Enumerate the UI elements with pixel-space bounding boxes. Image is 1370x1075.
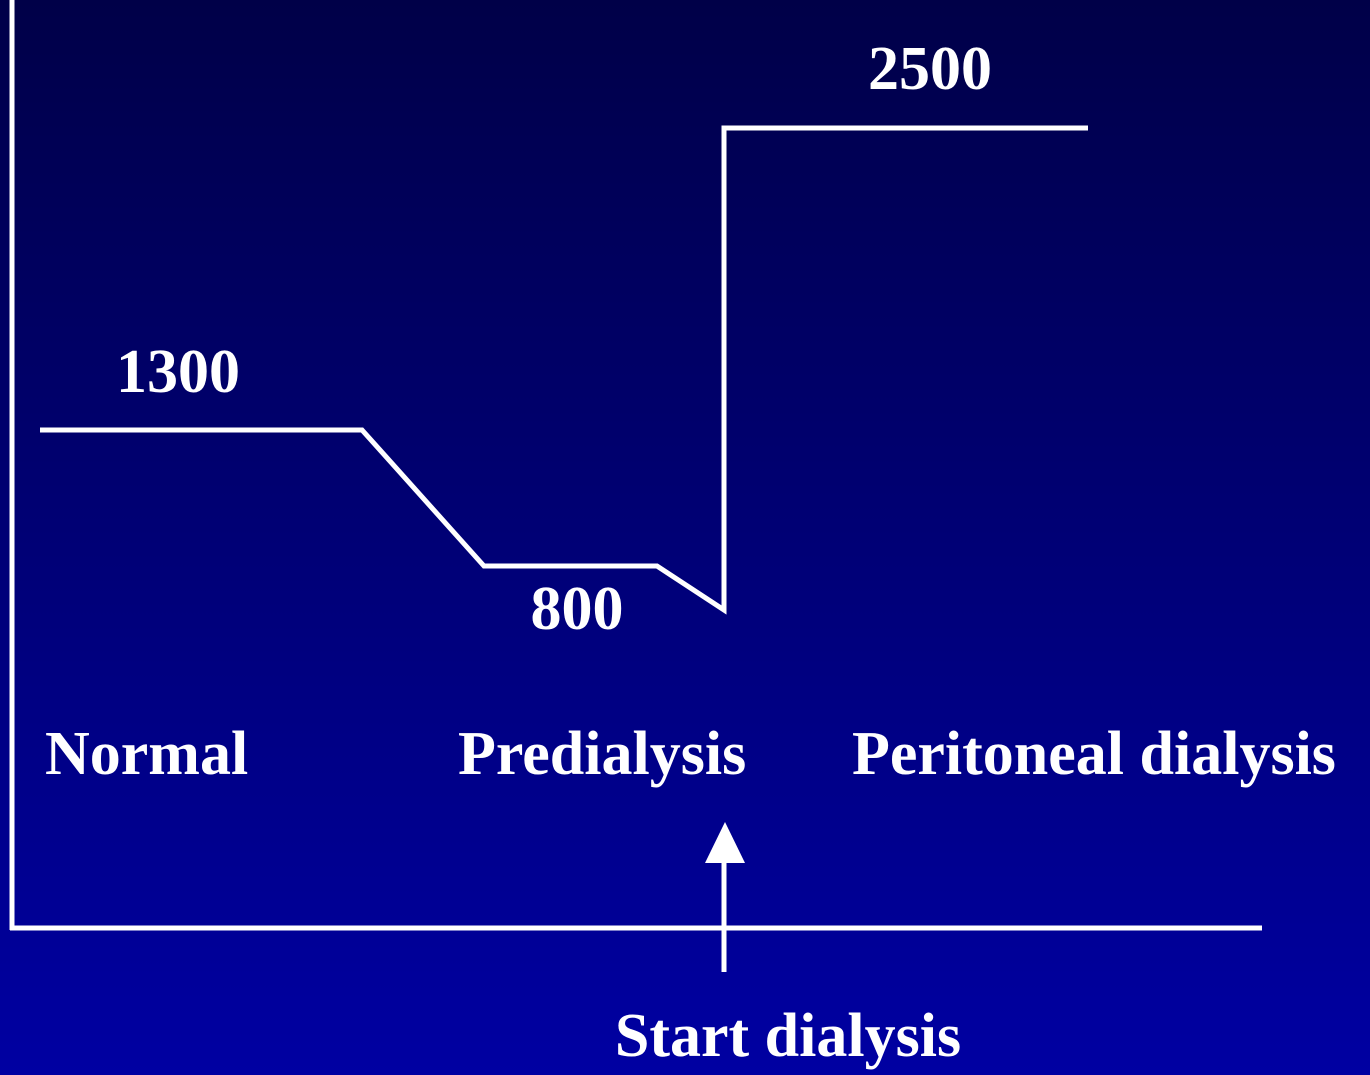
trend-line (40, 125, 1088, 615)
arrow-head (705, 822, 745, 863)
phase-label: Normal (45, 720, 248, 788)
level-label: 2500 (868, 35, 992, 103)
level-label: 800 (531, 575, 624, 643)
phase-label: Predialysis (458, 720, 746, 788)
level-label: 1300 (116, 338, 240, 406)
annotation: Start dialysis (615, 1002, 961, 1070)
phase-label: Peritoneal dialysis (852, 720, 1336, 788)
